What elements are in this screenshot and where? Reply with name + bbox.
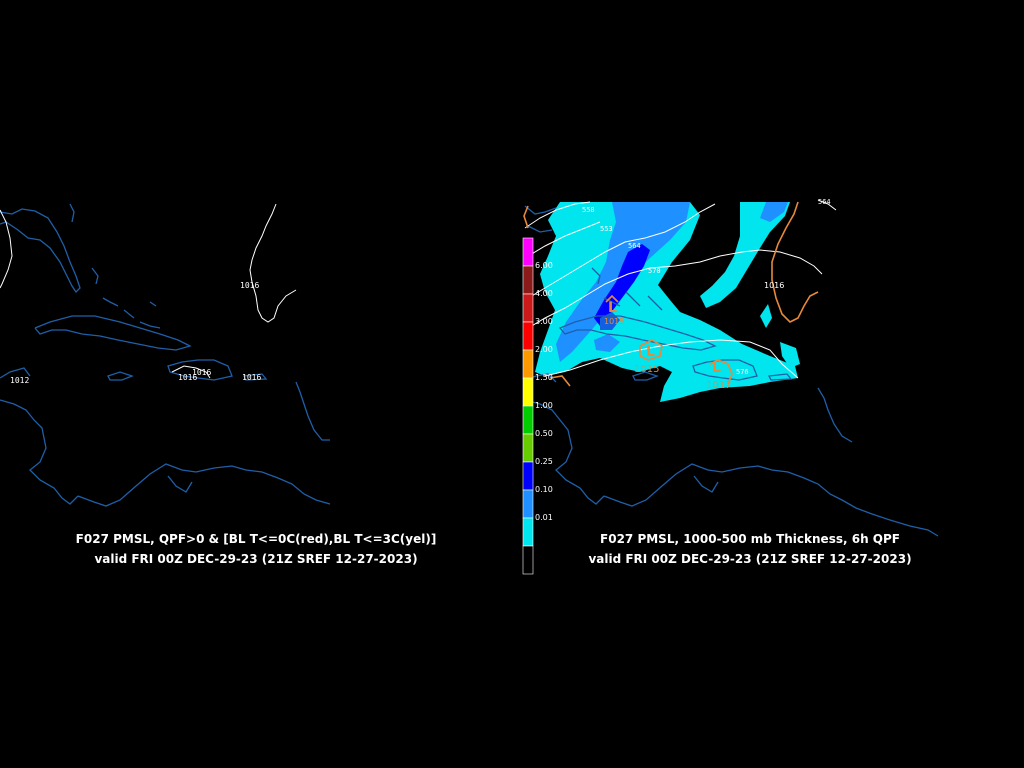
legend-label: 2.00	[535, 345, 553, 354]
low-symbol: L	[712, 360, 721, 376]
legend-label: 3.00	[535, 317, 553, 326]
legend-swatch	[522, 433, 534, 463]
thickness-label: 558	[582, 206, 595, 214]
right-panel-title-line1: F027 PMSL, 1000-500 mb Thickness, 6h QPF	[600, 532, 900, 546]
legend-swatch	[522, 405, 534, 435]
thickness-label: 576	[736, 368, 749, 376]
pressure-labels: 1015 1015 1017 1016	[604, 281, 784, 391]
thickness-label: 564	[818, 198, 831, 206]
pressure-label: 1015	[634, 364, 659, 375]
isobar-label: 1012	[10, 376, 29, 385]
isobar-label: 1016	[242, 373, 261, 382]
isobar-label: 1016	[192, 368, 211, 377]
legend-swatch	[522, 265, 534, 295]
legend-label: 0.10	[535, 485, 553, 494]
legend-label: 1.50	[535, 373, 553, 382]
legend-swatch	[522, 517, 534, 547]
pressure-label: 1015	[604, 317, 624, 326]
legend-swatch	[522, 545, 534, 575]
low-symbol: L	[646, 344, 655, 360]
thickness-label: 553	[600, 225, 613, 233]
pressure-label: 1017	[706, 380, 731, 391]
legend-label: 1.00	[535, 401, 553, 410]
right-panel-title-line2: valid FRI 00Z DEC-29-23 (21Z SREF 12-27-…	[588, 552, 912, 566]
low-pressure-symbols: L L L	[608, 300, 721, 376]
thickness-labels: 558 553 564 570 576 564	[582, 198, 831, 376]
legend-label: 0.50	[535, 429, 553, 438]
left-panel-title-line1: F027 PMSL, QPF>0 & [BL T<=0C(red),BL T<=…	[75, 532, 437, 546]
left-map-panel: 1016 1016 1016 1016 1012	[0, 203, 331, 507]
left-isobar-labels: 1016 1016 1016 1016 1012	[10, 281, 261, 385]
qpf-dark-area	[594, 244, 650, 326]
legend-swatch	[522, 321, 534, 351]
qpf-light-area	[535, 202, 798, 402]
pressure-contours	[523, 201, 819, 387]
qpf-legend: 6.00 4.00 3.00 2.00 1.50 1.00 0.50 0.25 0.10 0.01	[522, 237, 553, 575]
left-panel-title-line2: valid FRI 00Z DEC-29-23 (21Z SREF 12-27-…	[94, 552, 418, 566]
left-isobars	[0, 203, 297, 379]
legend-swatch	[522, 461, 534, 491]
isobar-label: 1016	[178, 373, 197, 382]
legend-swatch	[522, 293, 534, 323]
right-map-panel: 558 553 564 570 576 564 1015 1015 1017 1…	[522, 198, 939, 575]
thickness-label: 570	[648, 267, 661, 275]
legend-label: 6.00	[535, 261, 553, 270]
left-coastlines	[0, 203, 331, 507]
low-symbol: L	[608, 300, 617, 316]
legend-label: 0.25	[535, 457, 553, 466]
isobar-label: 1016	[240, 281, 259, 290]
thickness-contours	[524, 199, 837, 379]
legend-label: 4.00	[535, 289, 553, 298]
pressure-label: 1016	[764, 281, 784, 290]
legend-swatch	[522, 489, 534, 519]
legend-swatch	[522, 349, 534, 379]
legend-swatch	[522, 237, 534, 267]
legend-swatch	[522, 377, 534, 407]
thickness-label: 564	[628, 242, 641, 250]
right-coastlines	[524, 205, 939, 537]
legend-label: 0.01	[535, 513, 553, 522]
